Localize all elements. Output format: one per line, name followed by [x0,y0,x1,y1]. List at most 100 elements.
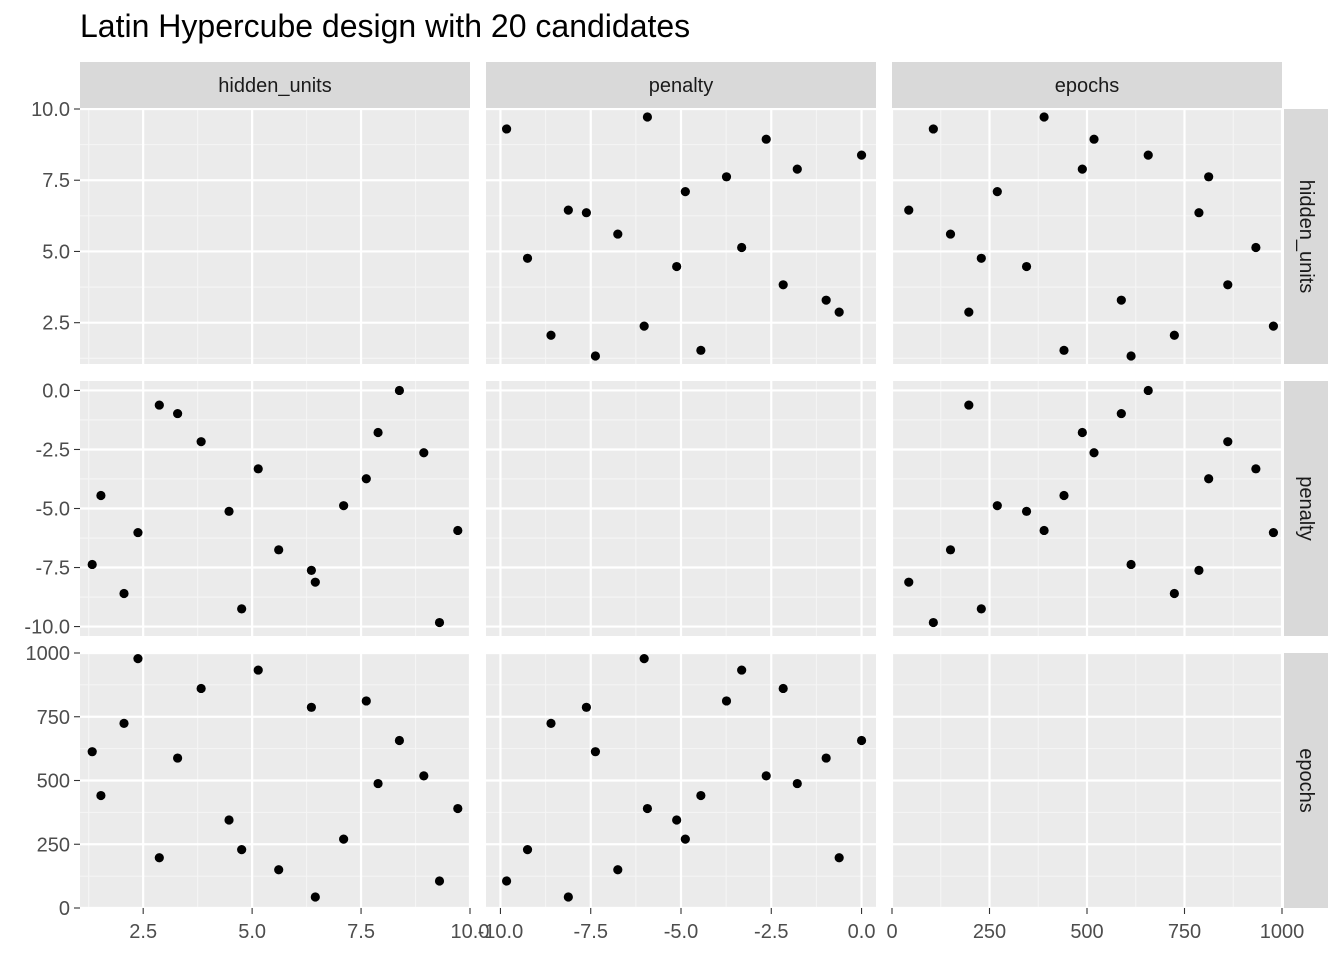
data-point [546,330,556,340]
data-point [792,164,802,174]
data-point [1169,588,1179,599]
data-point [1204,474,1214,484]
data-point [119,588,129,599]
data-point [613,865,623,875]
data-point [361,696,371,706]
data-point [680,187,690,197]
data-point [196,683,206,694]
data-point [87,559,97,570]
data-point [904,577,914,587]
data-point [1039,525,1049,536]
data-point [581,702,591,712]
x-tick-label: 2.5 [129,921,157,943]
data-point [361,474,371,484]
data-point [196,437,206,447]
data-point [253,464,263,474]
data-point [639,321,649,331]
x-tick-label: -5.0 [664,921,698,943]
data-point [821,753,831,763]
data-point [87,747,97,757]
data-point [928,617,938,628]
data-point [173,753,183,763]
data-point [1204,172,1214,182]
data-point [373,427,383,438]
data-point [339,834,349,844]
data-point [546,718,556,728]
data-point [394,385,405,396]
data-point [834,307,844,317]
x-tick-label: 1000 [1260,921,1305,943]
facet-label-hidden_units: hidden_units [218,75,331,97]
x-tick-label: 7.5 [347,921,375,943]
data-point [373,778,383,789]
data-point [253,665,263,675]
data-point [522,253,533,263]
data-point [453,525,463,536]
facet-label-penalty: penalty [649,75,714,97]
data-point [761,134,771,144]
facet-label-row-penalty: penalty [1295,476,1317,541]
x-tick-label: -7.5 [573,921,607,943]
data-point [501,876,512,886]
y-tick-label: 5.0 [42,241,70,263]
data-point [1143,385,1153,396]
data-point [154,400,164,410]
data-point [1251,242,1261,253]
data-point [419,771,429,781]
x-tick-label: 10.0 [451,921,490,943]
y-tick-label: 500 [37,771,70,793]
data-point [1194,208,1204,218]
data-point [1143,150,1153,160]
data-point [306,565,316,575]
facet-strip-right [1284,109,1328,364]
data-point [672,815,682,825]
y-tick-label: 10.0 [31,99,70,121]
y-tick-label: 0 [59,898,70,920]
x-tick-label: 0.0 [848,921,876,943]
x-tick-label: 0 [886,921,897,943]
data-point [274,865,284,875]
facet-strip-top [80,62,470,108]
data-point [1169,330,1179,340]
y-tick-label: 7.5 [42,170,70,192]
data-point [642,112,653,122]
data-point [1116,295,1126,305]
facet-strip-top [486,62,876,108]
data-point [1126,351,1136,361]
data-point [434,617,445,628]
data-point [792,778,802,789]
data-point [856,150,867,160]
data-point [928,124,938,134]
x-tick-label: -2.5 [754,921,788,943]
data-point [639,654,649,664]
data-point [310,577,320,587]
data-point [453,803,463,814]
facet-label-epochs: epochs [1055,75,1120,97]
data-point [96,790,106,801]
data-point [224,815,234,825]
data-point [274,545,284,555]
data-point [1077,427,1087,438]
data-point [224,506,234,516]
data-point [1021,261,1032,272]
data-point [237,604,247,614]
data-point [856,735,867,746]
data-point [563,892,573,902]
y-tick-label: 0.0 [42,380,70,402]
data-point [501,124,512,134]
data-point [590,747,601,757]
data-point [721,172,732,182]
data-point [945,545,956,555]
data-point [1059,345,1069,355]
x-tick-label: -10.0 [478,921,524,943]
data-point [1077,164,1087,174]
data-point [306,702,316,712]
data-point [992,187,1002,197]
data-point [834,853,844,863]
data-point [672,261,682,272]
data-point [1268,527,1279,538]
data-point [945,229,956,239]
y-tick-label: 750 [37,707,70,729]
data-point [237,845,247,855]
